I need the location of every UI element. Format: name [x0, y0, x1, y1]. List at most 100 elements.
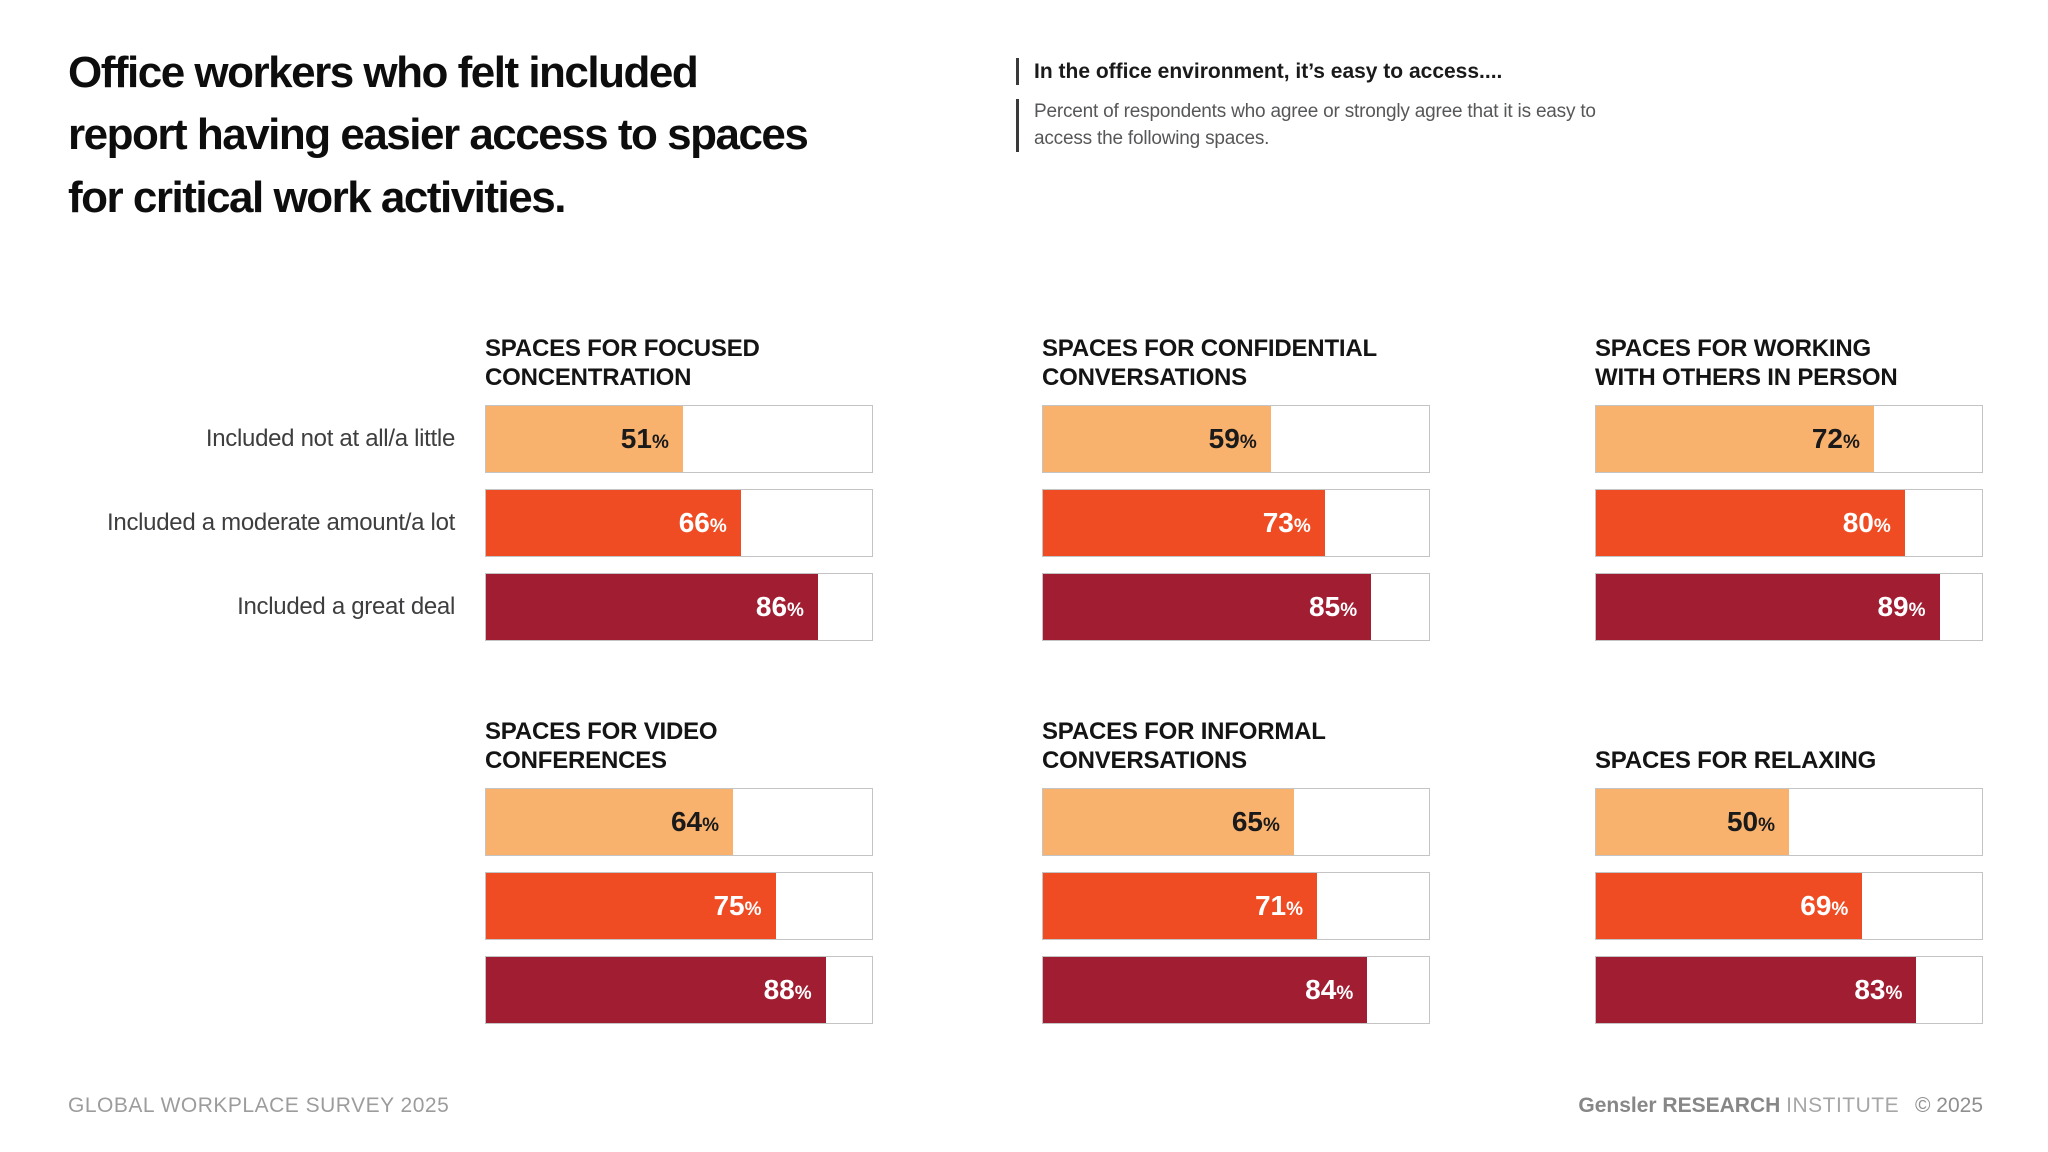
bar-track: 73% [1042, 489, 1430, 557]
category-label-not-at-all: Included not at all/a little [205, 425, 455, 452]
bar-value-label: 64% [671, 789, 719, 855]
bar-track: 72% [1595, 405, 1983, 473]
bar-value-number: 84 [1305, 974, 1337, 1005]
category-label-moderate: Included a moderate amount/a lot [107, 509, 455, 536]
bar-value-label: 69% [1800, 873, 1848, 939]
callout-block: In the office environment, it’s easy to … [1016, 58, 1656, 152]
percent-sign: % [1908, 600, 1926, 621]
bar-fill: 88% [486, 957, 826, 1023]
bar-track: 50% [1595, 788, 1983, 856]
bar-value-number: 64 [670, 806, 703, 837]
percent-sign: % [744, 899, 762, 920]
bar-value-number: 85 [1309, 591, 1341, 622]
bar-value-label: 86% [756, 574, 804, 640]
percent-sign: % [702, 815, 720, 836]
bar-value-label: 73% [1263, 490, 1311, 556]
bar-track: 66% [485, 489, 873, 557]
bar-fill: 89% [1596, 574, 1940, 640]
callout-body: Percent of respondents who agree or stro… [1016, 99, 1656, 152]
bar-value-number: 59 [1208, 423, 1240, 454]
bar-value-number: 73 [1262, 507, 1294, 538]
bar-fill: 50% [1596, 789, 1789, 855]
chart-panel-title: SPACES FOR FOCUSED CONCENTRATION [485, 335, 760, 391]
bar-fill: 64% [486, 789, 734, 855]
bar-track: 64% [485, 788, 873, 856]
percent-sign: % [1758, 815, 1775, 836]
bar-value-number: 50 [1726, 806, 1759, 837]
bar-value-number: 65 [1231, 806, 1263, 837]
bar-track: 69% [1595, 872, 1983, 940]
bar-value-number: 89 [1877, 591, 1909, 622]
chart-panel: SPACES FOR WORKING WITH OTHERS IN PERSON… [1595, 328, 1983, 657]
bar-value-label: 80% [1843, 490, 1891, 556]
bar-fill: 83% [1596, 957, 1917, 1023]
chart-panel-title: SPACES FOR INFORMAL CONVERSATIONS [1042, 718, 1326, 774]
bar-fill: 85% [1043, 574, 1372, 640]
bar-fill: 51% [486, 406, 683, 472]
footer-copyright: © 2025 [1914, 1094, 1983, 1117]
bar-fill: 86% [486, 574, 818, 640]
percent-sign: % [1286, 899, 1304, 920]
bar-value-label: 66% [679, 490, 727, 556]
footer-brand-bold: Gensler RESEARCH [1578, 1094, 1781, 1117]
bar-fill: 59% [1043, 406, 1271, 472]
bar-value-label: 50% [1727, 789, 1775, 855]
chart-panel-title: SPACES FOR RELAXING [1595, 746, 1877, 774]
bar-value-label: 83% [1854, 957, 1902, 1023]
bar-value-number: 88 [763, 974, 795, 1005]
bar-value-number: 66 [678, 507, 710, 538]
bar-fill: 75% [486, 873, 776, 939]
bar-track: 65% [1042, 788, 1430, 856]
footer-survey-label: GLOBAL WORKPLACE SURVEY 2025 [68, 1094, 450, 1117]
bar-track: 59% [1042, 405, 1430, 473]
bar-fill: 72% [1596, 406, 1874, 472]
bar-value-label: 84% [1305, 957, 1353, 1023]
category-label-great-deal: Included a great deal [237, 593, 455, 620]
percent-sign: % [1340, 600, 1358, 621]
bar-fill: 73% [1043, 490, 1325, 556]
bar-value-label: 72% [1812, 406, 1860, 472]
bar-value-number: 51 [620, 423, 652, 454]
bar-fill: 80% [1596, 490, 1905, 556]
footer-brand: Gensler RESEARCH INSTITUTE © 2025 [1578, 1094, 1983, 1118]
chart-panel-title: SPACES FOR WORKING WITH OTHERS IN PERSON [1595, 335, 1898, 391]
bar-value-label: 71% [1255, 873, 1303, 939]
bar-track: 51% [485, 405, 873, 473]
percent-sign: % [1262, 815, 1280, 836]
chart-panel: SPACES FOR VIDEO CONFERENCES 64% 75% 88% [485, 711, 873, 1040]
bar-track: 80% [1595, 489, 1983, 557]
bar-value-label: 51% [621, 406, 669, 472]
bar-fill: 66% [486, 490, 741, 556]
percent-sign: % [651, 432, 669, 453]
chart-panel: SPACES FOR INFORMAL CONVERSATIONS 65% 71% 8… [1042, 711, 1430, 1040]
bar-value-number: 72 [1811, 423, 1843, 454]
bar-value-label: 65% [1232, 789, 1280, 855]
bar-fill: 71% [1043, 873, 1318, 939]
bar-track: 86% [485, 573, 873, 641]
bar-track: 71% [1042, 872, 1430, 940]
chart-panel-title: SPACES FOR VIDEO CONFERENCES [485, 718, 718, 774]
percent-sign: % [794, 983, 812, 1004]
bar-value-label: 59% [1209, 406, 1257, 472]
percent-sign: % [787, 600, 804, 621]
bar-fill: 84% [1043, 957, 1368, 1023]
percent-sign: % [709, 516, 727, 537]
bar-value-number: 75 [713, 890, 745, 921]
percent-sign: % [1831, 899, 1849, 920]
bar-value-label: 85% [1309, 574, 1357, 640]
bar-value-label: 89% [1877, 574, 1925, 640]
bar-value-label: 88% [764, 957, 812, 1023]
bar-value-number: 71 [1254, 890, 1287, 921]
bar-value-number: 69 [1800, 890, 1832, 921]
bar-track: 75% [485, 872, 873, 940]
bar-track: 84% [1042, 956, 1430, 1024]
page-title: Office workers who felt included report … [68, 48, 809, 222]
percent-sign: % [1293, 516, 1311, 537]
bar-track: 88% [485, 956, 873, 1024]
bar-track: 83% [1595, 956, 1983, 1024]
percent-sign: % [1885, 983, 1903, 1004]
percent-sign: % [1873, 516, 1891, 537]
callout-heading: In the office environment, it’s easy to … [1016, 58, 1656, 86]
percent-sign: % [1336, 983, 1354, 1004]
